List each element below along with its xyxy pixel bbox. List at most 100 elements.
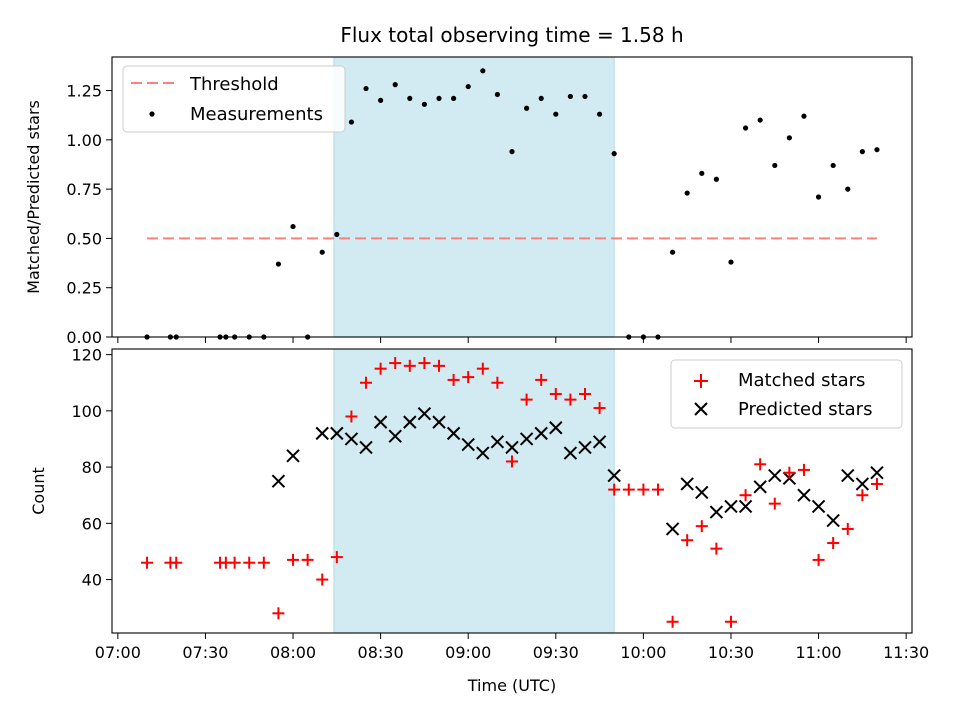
predicted-point <box>432 415 446 429</box>
measurement-point <box>480 68 486 74</box>
measurement-point <box>290 223 296 230</box>
predicted-point <box>797 488 811 502</box>
predicted-point <box>563 446 578 460</box>
x-tick-label: 08:00 <box>270 643 316 662</box>
matched-point <box>856 489 869 502</box>
predicted-point <box>403 415 417 429</box>
top-shaded-span <box>333 56 615 338</box>
predicted-point <box>461 437 475 452</box>
measurement-point <box>392 82 398 88</box>
matched-point <box>578 387 591 400</box>
matched-point <box>403 359 416 372</box>
measurement-point <box>421 101 428 107</box>
predicted-point <box>870 466 884 480</box>
top-panel: Flux total observing time = 1.58 h 0.00 0… <box>24 23 913 347</box>
matched-point <box>389 357 402 370</box>
measurement-point <box>874 147 880 153</box>
bottom-legend: Matched stars Predicted stars <box>670 359 903 429</box>
matched-point <box>141 556 154 569</box>
predicted-point <box>476 446 490 460</box>
matched-point <box>476 362 489 375</box>
matched-point <box>695 520 708 533</box>
bottom-y-axis-label: Count <box>29 467 48 515</box>
predicted-point <box>724 499 738 514</box>
bottom-panel: 40 60 80 100 120 07:00 07:30 08:00 08:30 09:00 09:… <box>29 346 929 695</box>
matched-point <box>491 376 504 389</box>
top-plot-frame <box>111 56 913 338</box>
measurement-point <box>334 231 340 238</box>
bottom-y-tick-label: 100 <box>71 402 102 421</box>
legend-matched-label: Matched stars <box>738 370 865 391</box>
measurement-point <box>772 162 778 169</box>
bottom-y-tick-label: 60 <box>82 514 102 533</box>
measurement-point <box>713 176 719 182</box>
x-tick-label: 10:00 <box>620 643 666 662</box>
legend-matched-swatch <box>694 374 708 388</box>
measurement-point <box>728 259 734 265</box>
matched-point <box>593 402 606 415</box>
matched-point <box>564 393 577 406</box>
matched-point <box>462 371 475 384</box>
x-tick-label: 08:30 <box>358 643 404 662</box>
matched-point <box>316 573 329 586</box>
matched-point <box>447 373 460 386</box>
matched-point <box>433 359 446 372</box>
matched-point <box>243 556 256 569</box>
matched-point <box>549 387 562 400</box>
top-y-tick-label: 0.75 <box>66 180 102 199</box>
bottom-y-tick-label: 40 <box>82 571 102 590</box>
matched-point <box>418 357 431 370</box>
matched-point <box>272 607 285 620</box>
matched-point <box>345 410 358 423</box>
matched-point <box>637 483 650 496</box>
measurement-point <box>363 85 369 92</box>
predicted-point <box>695 485 709 500</box>
matched-point <box>754 458 767 471</box>
top-legend: Threshold Measurements <box>122 65 346 133</box>
measurement-point <box>319 249 325 255</box>
measurement-point <box>699 170 705 176</box>
predicted-point <box>841 468 855 483</box>
measurement-point <box>538 95 544 102</box>
predicted-point <box>549 421 563 435</box>
matched-point <box>827 537 840 550</box>
matched-point <box>257 556 270 569</box>
measurement-point <box>611 151 617 157</box>
predicted-point <box>446 426 461 441</box>
x-tick-label: 10:30 <box>708 643 754 662</box>
measurement-point <box>451 95 457 102</box>
bottom-plot-frame <box>111 348 913 634</box>
predicted-point <box>592 435 607 449</box>
predicted-point <box>373 415 388 429</box>
bottom-shaded-span <box>333 348 615 634</box>
predicted-point <box>826 513 840 528</box>
predicted-point <box>607 468 621 483</box>
matched-point <box>301 553 314 566</box>
matched-point <box>622 483 635 496</box>
predicted-point <box>738 499 753 514</box>
top-y-tick-label: 0.00 <box>66 328 102 347</box>
matched-point <box>812 553 825 566</box>
bottom-legend-box <box>670 359 903 429</box>
measurement-point <box>509 149 515 155</box>
predicted-point <box>753 480 767 494</box>
bottom-y-tick-label: 80 <box>82 458 102 477</box>
measurement-point <box>815 194 822 200</box>
matched-point <box>330 551 343 564</box>
matched-point <box>797 463 810 476</box>
measurement-point <box>407 95 413 102</box>
measurement-point <box>348 119 355 125</box>
matched-point <box>374 362 387 375</box>
measurement-point <box>582 93 588 100</box>
chart-title: Flux total observing time = 1.58 h <box>340 23 683 47</box>
legend-predicted-swatch <box>694 402 708 416</box>
predicted-point <box>855 477 870 491</box>
top-y-axis-label: Matched/Predicted stars <box>24 100 43 294</box>
measurement-point <box>523 105 530 111</box>
predicted-point <box>286 449 300 463</box>
matched-point <box>520 393 533 406</box>
matched-point <box>360 376 373 389</box>
x-tick-label: 11:00 <box>796 643 842 662</box>
x-tick-label: 09:00 <box>445 643 491 662</box>
